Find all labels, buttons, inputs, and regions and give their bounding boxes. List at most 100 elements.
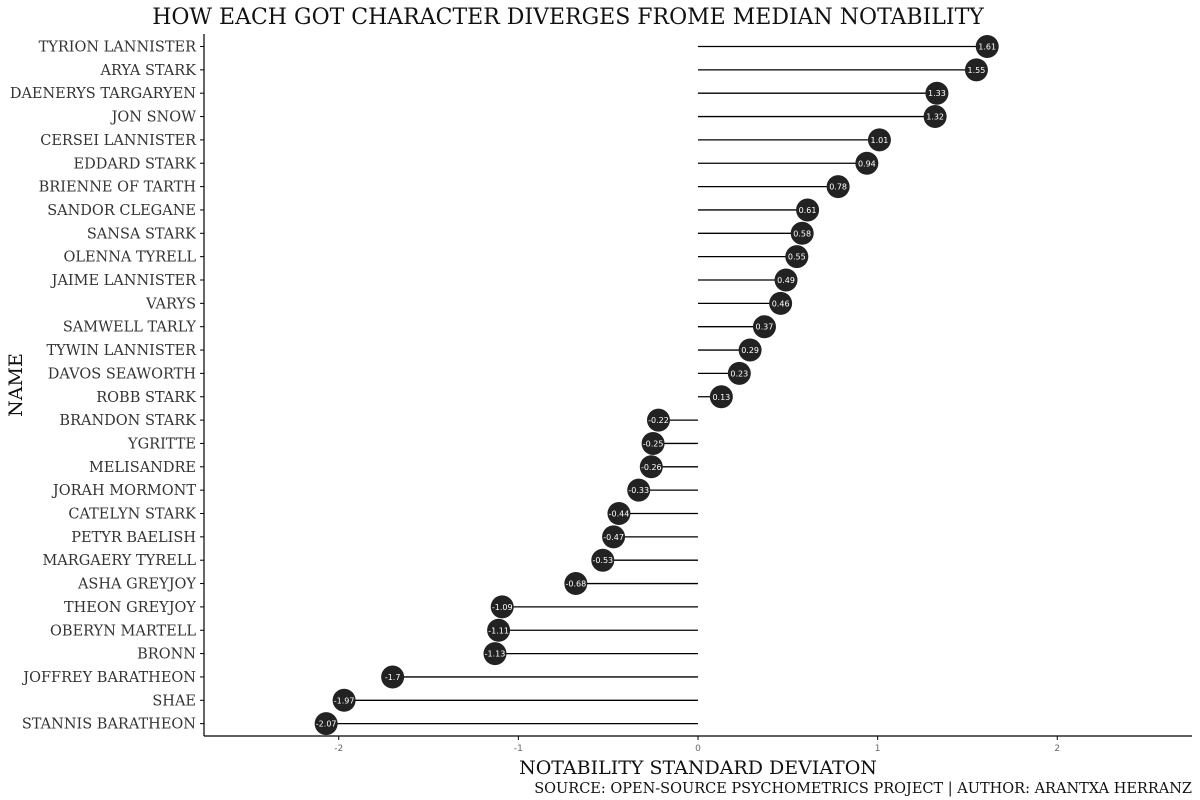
data-label: -0.68 [565,580,586,589]
data-label: -1.7 [385,673,401,682]
y-tick-label: DAENERYS TARGARYEN [10,86,196,102]
data-label: 0.13 [712,393,730,402]
y-tick-label: ASHA GREYJOY [77,577,196,593]
y-tick-label: CERSEI LANNISTER [40,133,197,149]
lollipop-dot [641,431,665,455]
y-tick-label: OBERYN MARTELL [50,623,196,639]
data-label: 0.61 [799,206,817,215]
lollipop-dot [975,35,999,58]
data-label: -1.13 [485,650,506,659]
lollipop-dot [855,151,879,175]
lollipop-dot [790,221,814,245]
y-tick-label: CATELYN STARK [68,507,197,523]
lollipop-dot [483,642,507,666]
y-tick-label: TYRION LANNISTER [39,40,197,56]
lollipop-dot [332,688,356,712]
data-label: 1.01 [871,136,889,145]
y-tick-label: JAIME LANNISTER [50,273,197,289]
lollipop-dot [785,245,809,269]
lollipop-dot [925,81,949,105]
lollipop-dot [314,712,338,736]
y-tick-label: STANNIS BARATHEON [22,717,196,733]
data-label: -2.07 [316,720,337,729]
y-tick-label: PETYR BAELISH [71,530,196,546]
y-tick-label: VARYS [145,296,196,312]
y-tick-label: BRONN [137,647,196,663]
data-label: -0.25 [643,439,664,448]
lollipop-dot [607,502,631,525]
data-label: 0.49 [777,276,795,285]
x-tick-label: -2 [334,744,343,754]
x-tick-label: -1 [514,744,523,754]
plot-area: -2 -1 0 1 2 TYRION LANNISTER 1.61 ARYA STARK 1.5… [10,34,1192,754]
lollipop-dot [487,618,511,642]
data-label: -0.22 [648,416,669,425]
y-axis-label: NAME [5,353,27,417]
x-tick-label: 1 [875,744,881,754]
data-label: -1.09 [492,603,513,612]
data-label: 1.33 [928,89,946,98]
y-tick-label: JOFFREY BARATHEON [21,670,196,686]
lollipop-dot [774,268,798,292]
lollipop-dot [826,175,850,199]
lollipop-dot [727,361,751,385]
data-label: -0.26 [641,463,662,472]
y-tick-label: SANDOR CLEGANE [47,203,196,219]
data-label: -1.11 [488,626,509,635]
y-tick-label: EDDARD STARK [74,156,198,172]
y-tick-label: BRANDON STARK [59,413,197,429]
y-tick-label: DAVOS SEAWORTH [48,366,196,382]
data-label: -0.47 [603,533,624,542]
y-tick-label: ARYA STARK [99,63,197,79]
lollipop-dot [646,408,670,432]
lollipop-dot [564,572,588,596]
data-label: 0.37 [756,323,774,332]
y-tick-label: BRIENNE OF TARTH [39,180,196,196]
data-label: 0.46 [772,299,790,308]
y-tick-label: SANSA STARK [87,226,197,242]
y-tick-label: TYWIN LANNISTER [47,343,198,359]
data-label: 1.55 [968,66,986,75]
data-label: 0.23 [730,369,748,378]
data-label: -1.97 [334,696,355,705]
y-tick-label: SHAE [152,693,196,709]
lollipop-dot [602,525,626,549]
data-label: 0.78 [829,183,847,192]
lollipop-dot [627,478,651,502]
data-label: 1.61 [978,43,996,52]
lollipop-dot [867,128,891,152]
x-tick-label: 0 [695,744,701,754]
y-tick-label: OLENNA TYRELL [63,250,196,266]
lollipop-dot [381,665,405,689]
data-label: 0.58 [793,229,811,238]
x-axis-label: NOTABILITY STANDARD DEVIATON [519,757,877,779]
lollipop-dot [769,291,793,315]
data-label: -0.33 [628,486,649,495]
data-label: -0.44 [609,510,630,519]
lollipop-dot [639,455,663,479]
chart-caption: SOURCE: OPEN-SOURCE PSYCHOMETRICS PROJEC… [534,781,1192,797]
data-label: 0.29 [741,346,759,355]
data-label: 1.32 [926,113,944,122]
y-tick-label: ROBB STARK [96,390,197,406]
lollipop-dot [591,548,615,572]
data-label: 0.55 [788,253,806,262]
y-tick-label: THEON GREYJOY [64,600,196,616]
lollipop-dot [923,105,947,129]
y-tick-label: MARGAERY TYRELL [42,553,196,569]
y-tick-label: YGRITTE [127,436,196,452]
x-tick-label: 2 [1054,744,1060,754]
lollipop-dot [709,385,733,409]
lollipop-dot [796,198,820,222]
y-tick-label: JORAH MORMONT [51,483,196,499]
lollipop-dot [964,58,988,82]
y-tick-label: JON SNOW [110,110,197,126]
y-tick-label: MELISANDRE [89,460,196,476]
chart-title: HOW EACH GOT CHARACTER DIVERGES FROME ME… [152,5,984,30]
data-label: -0.53 [592,556,613,565]
y-tick-label: SAMWELL TARLY [63,320,197,336]
lollipop-dot [738,338,762,362]
lollipop-dot [490,595,514,619]
lollipop-dot [752,315,776,339]
data-label: 0.94 [858,159,876,168]
